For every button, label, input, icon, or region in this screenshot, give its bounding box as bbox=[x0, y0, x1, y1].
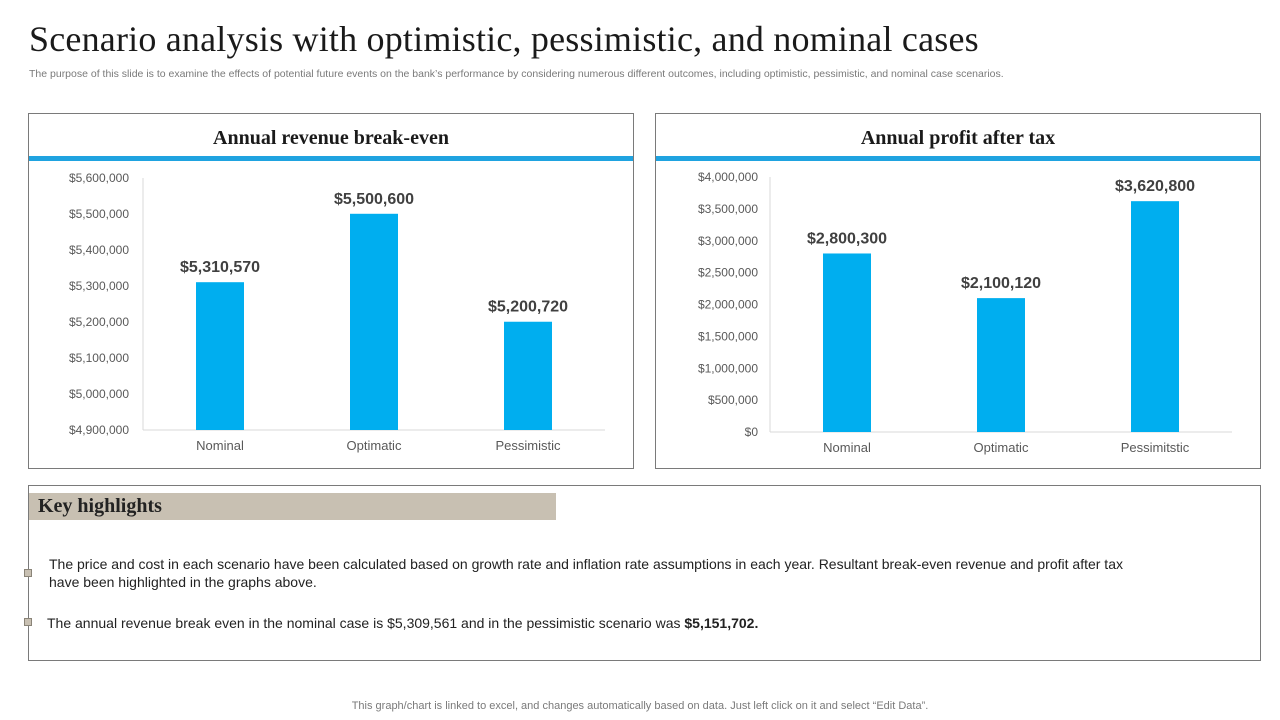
y-tick-label: $3,000,000 bbox=[698, 234, 758, 248]
y-tick-label: $5,400,000 bbox=[69, 243, 129, 257]
bullet-icon bbox=[24, 569, 32, 577]
bar-value-label: $2,100,120 bbox=[961, 275, 1041, 292]
bar bbox=[823, 253, 871, 432]
y-tick-label: $0 bbox=[745, 425, 759, 439]
x-tick-label: Optimatic bbox=[974, 440, 1029, 455]
y-tick-label: $5,200,000 bbox=[69, 315, 129, 329]
highlight-item-2-bold-value: $5,151,702. bbox=[684, 615, 759, 631]
profit-chart-accent-bar bbox=[656, 156, 1260, 161]
bullet-icon bbox=[24, 618, 32, 626]
y-tick-label: $4,900,000 bbox=[69, 423, 129, 437]
y-tick-label: $3,500,000 bbox=[698, 202, 758, 216]
key-highlights-header: Key highlights bbox=[29, 493, 556, 520]
revenue-chart-accent-bar bbox=[29, 156, 633, 161]
bar bbox=[1131, 201, 1179, 432]
key-highlights-box: Key highlights The price and cost in eac… bbox=[24, 485, 1261, 661]
highlight-item-1: The price and cost in each scenario have… bbox=[49, 555, 1129, 591]
revenue-chart-title: Annual revenue break-even bbox=[213, 127, 449, 149]
y-tick-label: $500,000 bbox=[708, 393, 758, 407]
y-tick-label: $2,000,000 bbox=[698, 298, 758, 312]
page-title: Scenario analysis with optimistic, pessi… bbox=[29, 19, 979, 59]
page-subtitle: The purpose of this slide is to examine … bbox=[29, 68, 1004, 80]
x-tick-label: Pessimitstic bbox=[1121, 440, 1190, 455]
y-tick-label: $5,100,000 bbox=[69, 351, 129, 365]
revenue-bar-chart[interactable]: $4,900,000 $5,000,000 $5,100,000 $5,200,000… bbox=[29, 114, 633, 468]
y-tick-label: $5,600,000 bbox=[69, 171, 129, 185]
profit-bar-chart[interactable]: $0 $500,000 $1,000,000 $1,500,000 $2,000,000… bbox=[656, 114, 1260, 468]
bar-value-label: $5,310,570 bbox=[180, 259, 260, 276]
x-tick-label: Nominal bbox=[823, 440, 871, 455]
profit-chart-title: Annual profit after tax bbox=[860, 127, 1056, 149]
y-tick-label: $1,500,000 bbox=[698, 329, 758, 343]
y-tick-label: $5,000,000 bbox=[69, 387, 129, 401]
highlight-item-2-text: The annual revenue break even in the nom… bbox=[47, 615, 685, 631]
revenue-chart-panel[interactable]: Annual revenue break-even $4,900,000 $5,0… bbox=[28, 113, 634, 469]
profit-chart-panel[interactable]: Annual profit after tax $0 $500,000 $1,000… bbox=[655, 113, 1261, 469]
footer-note: This graph/chart is linked to excel, and… bbox=[351, 700, 929, 712]
bar-value-label: $2,800,300 bbox=[807, 230, 887, 247]
y-tick-label: $5,500,000 bbox=[69, 207, 129, 221]
bar bbox=[977, 298, 1025, 432]
bar bbox=[504, 321, 552, 430]
x-tick-label: Pessimistic bbox=[495, 438, 561, 453]
y-tick-label: $5,300,000 bbox=[69, 279, 129, 293]
y-tick-label: $4,000,000 bbox=[698, 170, 758, 184]
bar-value-label: $5,200,720 bbox=[488, 299, 568, 316]
y-tick-label: $1,000,000 bbox=[698, 361, 758, 375]
y-tick-label: $2,500,000 bbox=[698, 266, 758, 280]
bar bbox=[196, 282, 244, 430]
bar bbox=[350, 213, 398, 430]
bar-value-label: $5,500,600 bbox=[334, 191, 414, 208]
x-tick-label: Optimatic bbox=[347, 438, 402, 453]
x-tick-label: Nominal bbox=[196, 438, 244, 453]
bar-value-label: $3,620,800 bbox=[1115, 178, 1195, 195]
highlight-item-1-text: The price and cost in each scenario have… bbox=[49, 556, 1123, 590]
highlight-item-2: The annual revenue break even in the nom… bbox=[47, 614, 1147, 632]
